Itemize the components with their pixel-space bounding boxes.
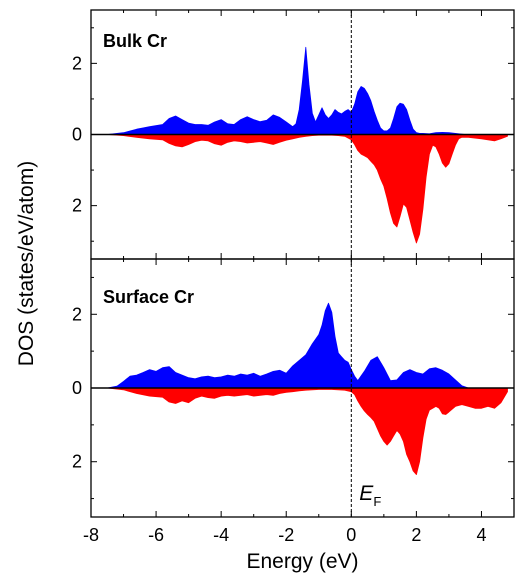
y-tick-label: 0: [72, 125, 82, 145]
y-tick-label: 0: [72, 378, 82, 398]
fermi-energy-label: EF: [359, 482, 381, 509]
surface-spin-up-area: [106, 302, 469, 389]
x-tick-label: -2: [278, 525, 294, 545]
x-tick-label: 2: [411, 525, 421, 545]
y-tick-label: 2: [72, 196, 82, 216]
x-axis-title: Energy (eV): [246, 550, 358, 573]
bulk-panel-title: Bulk Cr: [103, 31, 167, 51]
surface-spin-down-area: [106, 387, 508, 475]
surface-ticks: 2 0 2: [72, 259, 515, 517]
y-tick-label: 2: [72, 304, 82, 324]
bulk-dos-fills: [106, 46, 508, 244]
surface-panel-title: Surface Cr: [103, 287, 194, 307]
surface-cr-panel: 2 0 2 Surface Cr: [72, 258, 515, 518]
x-tick-label: 4: [476, 525, 486, 545]
x-tick-label: -6: [148, 525, 164, 545]
bulk-spin-down-area: [106, 134, 508, 244]
fermi-label-subscript: F: [373, 494, 381, 509]
fermi-label-main: E: [359, 482, 374, 505]
y-tick-label: 2: [72, 53, 82, 73]
x-tick-label: -4: [213, 525, 229, 545]
surface-dos-fills: [106, 302, 508, 475]
bulk-cr-panel: 2 0 2 Bulk Cr: [72, 9, 515, 260]
y-axis-title: DOS (states/eV/atom): [15, 161, 38, 366]
x-tick-labels: -8 -6 -4 -2 0 2 4: [83, 525, 486, 545]
x-tick-label: -8: [83, 525, 99, 545]
x-tick-label: 0: [346, 525, 356, 545]
y-tick-label: 2: [72, 452, 82, 472]
bulk-spin-up-area: [106, 46, 482, 135]
